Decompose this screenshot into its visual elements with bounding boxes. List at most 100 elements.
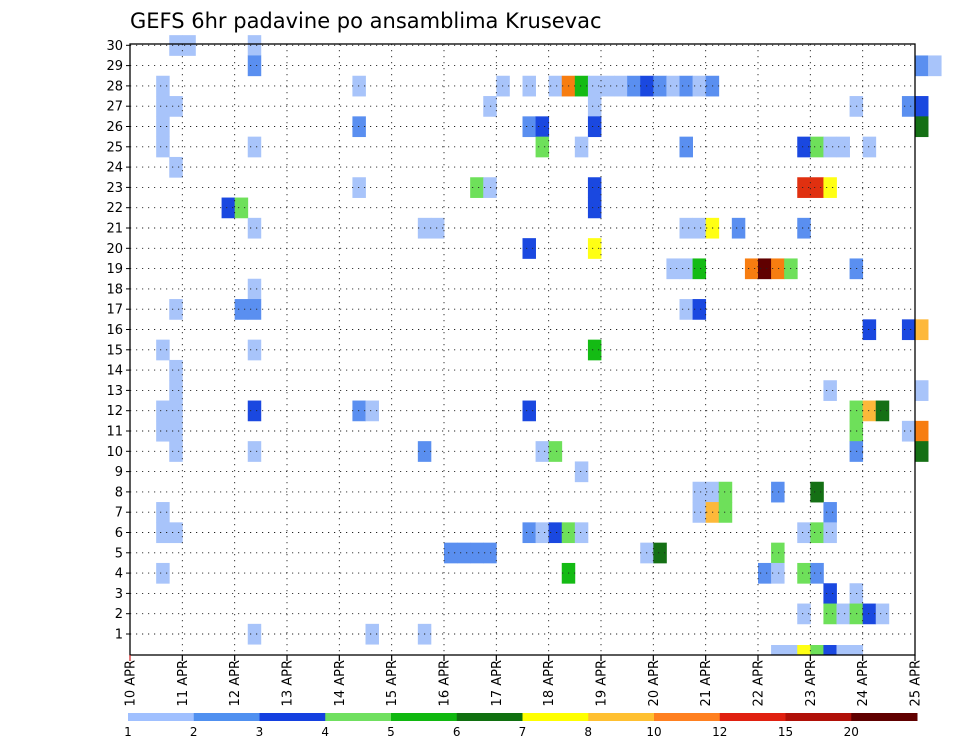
color-scale-label: 2 — [190, 725, 198, 739]
precip-cell — [692, 75, 707, 97]
precip-cell — [234, 197, 249, 219]
precip-cell — [247, 35, 262, 56]
precip-cell — [823, 380, 837, 401]
precip-cell — [156, 339, 170, 361]
color-scale-label: 5 — [387, 725, 395, 739]
precip-cell — [692, 217, 707, 239]
precip-strip-cell — [784, 645, 798, 655]
color-scale-swatch — [588, 713, 655, 721]
x-tick-label: 21 APR — [699, 660, 714, 706]
y-tick-label: 26 — [106, 120, 123, 135]
precip-cell — [823, 177, 837, 198]
precip-cell — [810, 481, 824, 503]
x-tick-label: 14 APR — [333, 660, 348, 706]
y-tick-label: 24 — [106, 161, 123, 176]
precip-cell — [679, 136, 693, 158]
precip-cell — [915, 116, 929, 138]
precip-cell — [692, 299, 707, 320]
precip-cell — [823, 583, 837, 604]
precip-cell — [247, 278, 262, 300]
precip-cell — [522, 522, 536, 544]
precip-cell — [365, 400, 379, 422]
precip-cell — [182, 35, 196, 56]
precip-cell — [522, 238, 536, 259]
y-tick-label: 10 — [106, 445, 123, 460]
precip-cell — [574, 136, 589, 158]
color-scale-label: 20 — [844, 725, 859, 739]
precip-cell — [169, 420, 183, 442]
color-scale-swatch — [654, 713, 721, 721]
precip-cell — [247, 299, 262, 320]
x-tick-label: 23 APR — [804, 660, 819, 706]
precip-cell — [823, 603, 837, 625]
precip-cell — [692, 258, 707, 280]
precip-cell — [771, 258, 785, 280]
precip-cell — [156, 522, 170, 544]
precip-cell — [548, 522, 563, 544]
precip-cell — [771, 542, 785, 564]
precip-cell — [522, 75, 536, 97]
precip-cell — [823, 522, 837, 544]
x-tick-label: 20 APR — [647, 660, 662, 706]
precip-cell — [797, 217, 811, 239]
precip-cell — [928, 55, 942, 77]
precip-cell — [444, 542, 458, 564]
y-tick-label: 8 — [115, 485, 123, 500]
y-tick-label: 9 — [115, 465, 123, 480]
precip-cell — [574, 522, 589, 544]
precip-cell — [169, 96, 183, 117]
precip-cell — [522, 116, 536, 138]
color-scale-label: 12 — [712, 725, 727, 739]
precip-cell — [614, 75, 628, 97]
y-tick-label: 15 — [106, 343, 123, 358]
precipitation-cells — [156, 35, 942, 655]
color-scale-swatch — [391, 713, 458, 721]
precip-cell — [679, 299, 693, 320]
y-tick-label: 23 — [106, 181, 123, 196]
precip-cell — [692, 502, 707, 523]
chart-title: GEFS 6hr padavine po ansamblima Krusevac — [130, 9, 602, 33]
precip-cell — [156, 502, 170, 523]
precip-cell — [653, 542, 667, 564]
x-tick-label: 15 APR — [385, 660, 400, 706]
precip-cell — [247, 55, 262, 77]
y-tick-label: 4 — [115, 567, 123, 582]
precip-cell — [862, 400, 877, 422]
x-tick-label: 18 APR — [542, 660, 557, 706]
precip-cell — [915, 380, 929, 401]
y-tick-label: 3 — [115, 587, 123, 602]
precip-cell — [823, 502, 837, 523]
precip-cell — [169, 35, 183, 56]
precip-cell — [587, 177, 602, 198]
precip-cell — [574, 75, 589, 97]
precip-cell — [247, 441, 262, 462]
precip-cell — [483, 177, 497, 198]
y-tick-label: 29 — [106, 59, 123, 74]
precip-strip-cell — [810, 645, 824, 655]
x-tick-label: 22 APR — [752, 660, 767, 706]
precip-cell — [470, 542, 484, 564]
color-scale-label: 8 — [584, 725, 592, 739]
precip-cell — [535, 441, 550, 462]
precip-cell — [810, 136, 824, 158]
y-tick-label: 14 — [106, 364, 123, 379]
precip-cell — [169, 441, 183, 462]
precip-cell — [247, 339, 262, 361]
color-scale-swatch — [851, 713, 918, 721]
y-tick-label: 13 — [106, 384, 123, 399]
precip-cell — [365, 623, 379, 645]
x-tick-label: 25 APR — [909, 660, 924, 706]
precip-strip-cell — [836, 645, 850, 655]
y-tick-label: 22 — [106, 201, 123, 216]
precip-cell — [587, 116, 602, 138]
color-scale-swatch — [259, 713, 326, 721]
precip-cell — [692, 481, 707, 503]
precip-cell — [169, 359, 183, 381]
precip-cell — [169, 380, 183, 401]
precip-cell — [915, 96, 929, 117]
precip-cell — [915, 55, 929, 77]
precip-cell — [587, 238, 602, 259]
y-tick-label: 16 — [106, 323, 123, 338]
precip-cell — [169, 299, 183, 320]
precip-cell — [156, 96, 170, 117]
